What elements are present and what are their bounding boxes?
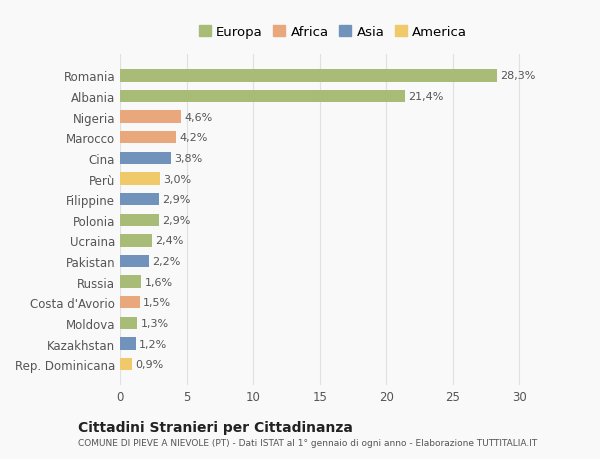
Text: 2,4%: 2,4%: [155, 236, 184, 246]
Bar: [120, 276, 142, 288]
Text: 21,4%: 21,4%: [408, 92, 443, 102]
Bar: [120, 173, 160, 185]
Bar: [120, 194, 158, 206]
Text: 1,5%: 1,5%: [143, 297, 172, 308]
Bar: [120, 317, 137, 330]
Text: 2,9%: 2,9%: [162, 215, 190, 225]
Bar: [120, 132, 176, 144]
Bar: [120, 297, 140, 309]
Bar: [120, 255, 149, 268]
Text: 3,8%: 3,8%: [174, 154, 202, 163]
Bar: [120, 111, 181, 123]
Text: 0,9%: 0,9%: [136, 359, 164, 369]
Text: COMUNE DI PIEVE A NIEVOLE (PT) - Dati ISTAT al 1° gennaio di ogni anno - Elabora: COMUNE DI PIEVE A NIEVOLE (PT) - Dati IS…: [78, 438, 537, 448]
Text: 2,9%: 2,9%: [162, 195, 190, 205]
Legend: Europa, Africa, Asia, America: Europa, Africa, Asia, America: [195, 22, 471, 43]
Text: 2,2%: 2,2%: [152, 257, 181, 267]
Bar: [120, 91, 405, 103]
Text: 3,0%: 3,0%: [163, 174, 191, 184]
Text: 28,3%: 28,3%: [500, 71, 535, 81]
Text: Cittadini Stranieri per Cittadinanza: Cittadini Stranieri per Cittadinanza: [78, 420, 353, 434]
Bar: [120, 214, 158, 226]
Text: 1,3%: 1,3%: [140, 318, 169, 328]
Text: 1,2%: 1,2%: [139, 339, 167, 349]
Bar: [120, 70, 497, 83]
Bar: [120, 338, 136, 350]
Text: 4,2%: 4,2%: [179, 133, 208, 143]
Text: 4,6%: 4,6%: [185, 112, 213, 123]
Bar: [120, 152, 170, 165]
Bar: [120, 235, 152, 247]
Text: 1,6%: 1,6%: [145, 277, 173, 287]
Bar: [120, 358, 132, 370]
